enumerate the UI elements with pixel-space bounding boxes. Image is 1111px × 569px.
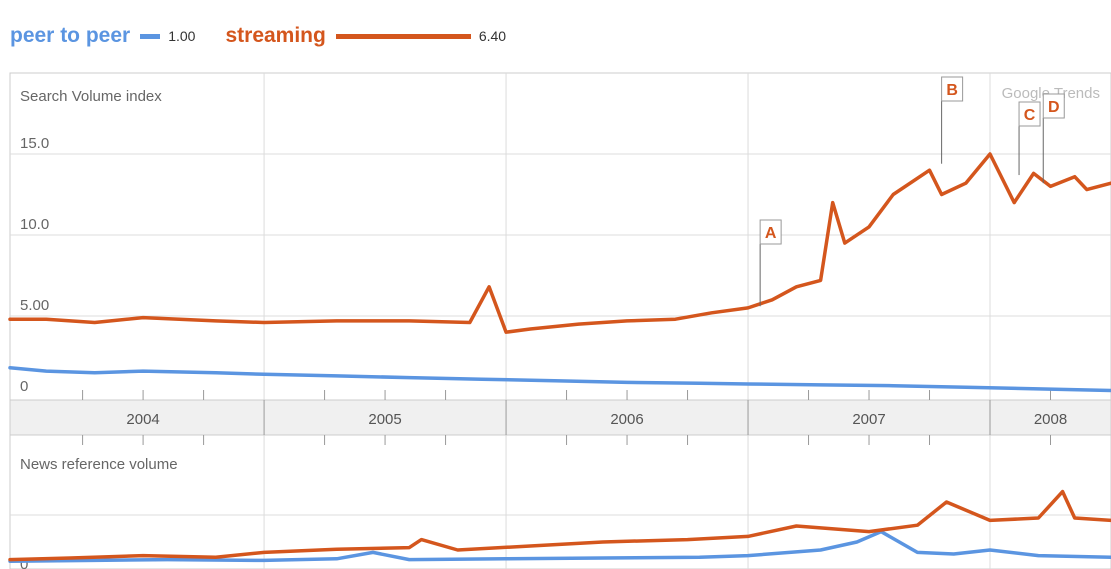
series-line-peer-to-peer [8, 366, 1111, 393]
annotation-label: C [1024, 107, 1036, 124]
annotation-box [941, 76, 964, 102]
legend: peer to peer 1.00 streaming 6.40 [10, 20, 536, 52]
legend-average: 6.40 [478, 28, 507, 44]
legend-average: 1.00 [168, 28, 196, 44]
legend-swatch [140, 33, 161, 39]
y-tick-label: 5.00 [20, 297, 49, 314]
x-tick-label: 2005 [368, 411, 401, 428]
x-axis-band [9, 399, 1111, 436]
panel-title: News reference volume [20, 456, 178, 473]
x-tick-label: 2006 [610, 411, 643, 428]
annotation-label: A [765, 225, 777, 242]
x-tick-label: 2007 [852, 411, 885, 428]
news-line-streaming [8, 489, 1111, 562]
annotation-box [1042, 93, 1065, 119]
annotation-box [1018, 101, 1041, 127]
legend-item-peer-to-peer[interactable]: peer to peer 1.00 [10, 24, 195, 48]
legend-name: peer to peer [10, 24, 131, 47]
news-line-peer-to-peer [8, 529, 1111, 563]
y-axis-title: Search Volume index [20, 88, 162, 105]
legend-name: streaming [225, 24, 326, 47]
y-tick-label: 15.0 [20, 135, 49, 152]
y-tick-label: 10.0 [20, 216, 49, 233]
y-tick-label: 0 [20, 378, 28, 395]
annotation-label: B [946, 82, 958, 99]
annotation-box [759, 219, 782, 245]
x-tick-label: 2004 [126, 411, 159, 428]
x-tick-label: 2008 [1034, 411, 1067, 428]
legend-swatch [335, 33, 471, 39]
annotation-label: D [1048, 99, 1060, 116]
plot-frame [9, 72, 1111, 569]
legend-item-streaming[interactable]: streaming 6.40 [225, 24, 506, 48]
series-line-streaming [8, 152, 1111, 334]
